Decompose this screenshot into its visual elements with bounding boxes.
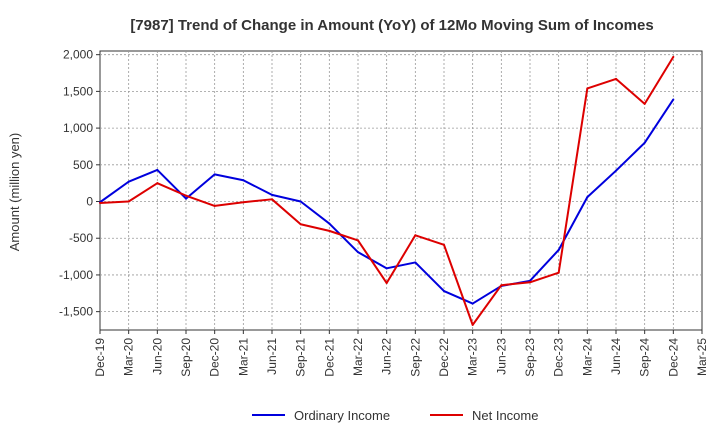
data-point bbox=[299, 223, 302, 226]
data-point bbox=[127, 180, 130, 183]
data-point bbox=[242, 201, 245, 204]
data-point bbox=[127, 200, 130, 203]
y-tick-label: -1,000 bbox=[59, 268, 93, 282]
data-point bbox=[299, 200, 302, 203]
data-point bbox=[471, 302, 474, 305]
y-tick-label: 1,000 bbox=[63, 121, 93, 135]
data-point bbox=[615, 77, 617, 80]
x-tick-label: Dec-22 bbox=[437, 338, 451, 377]
data-point bbox=[414, 234, 417, 237]
x-tick-label: Mar-21 bbox=[236, 338, 250, 376]
x-tick-label: Dec-21 bbox=[322, 338, 336, 377]
data-point bbox=[271, 193, 273, 196]
x-tick-label: Mar-20 bbox=[122, 338, 136, 376]
x-tick-label: Sep-24 bbox=[638, 338, 652, 377]
legend-label: Ordinary Income bbox=[294, 408, 390, 423]
x-tick-label: Mar-25 bbox=[695, 338, 709, 376]
data-point bbox=[500, 284, 503, 287]
data-point bbox=[385, 267, 388, 270]
x-tick-label: Jun-20 bbox=[150, 338, 164, 375]
data-point bbox=[156, 168, 159, 171]
data-point bbox=[328, 222, 331, 225]
data-point bbox=[615, 169, 617, 172]
x-tick-label: Mar-22 bbox=[351, 338, 365, 376]
data-point bbox=[357, 239, 359, 242]
y-tick-label: 1,500 bbox=[63, 84, 93, 98]
series-net-income bbox=[99, 55, 675, 326]
data-point bbox=[99, 201, 101, 204]
x-axis: Dec-19 Mar-20 Jun-20 Sep-20 Dec-20 Mar-21 Jun-… bbox=[93, 330, 709, 377]
y-tick-label: 0 bbox=[86, 195, 93, 209]
chart-title: [7987] Trend of Change in Amount (YoY) o… bbox=[130, 17, 653, 34]
data-point bbox=[586, 196, 589, 199]
x-tick-label: Dec-20 bbox=[208, 338, 222, 377]
x-tick-label: Dec-19 bbox=[93, 338, 107, 377]
data-point bbox=[185, 194, 187, 197]
x-tick-label: Mar-24 bbox=[580, 338, 594, 376]
legend: Ordinary Income Net Income bbox=[252, 408, 538, 423]
data-point bbox=[385, 282, 388, 285]
data-point bbox=[672, 55, 675, 58]
data-point bbox=[185, 197, 187, 200]
data-point bbox=[557, 271, 560, 274]
x-tick-label: Mar-23 bbox=[466, 338, 480, 376]
data-point bbox=[443, 290, 445, 293]
data-point bbox=[242, 179, 245, 182]
x-tick-label: Dec-23 bbox=[552, 338, 566, 377]
plot-frame bbox=[99, 50, 703, 331]
y-tick-label: -500 bbox=[69, 231, 93, 245]
data-point bbox=[586, 87, 589, 90]
data-point bbox=[672, 98, 675, 101]
data-point bbox=[643, 141, 646, 144]
data-point bbox=[213, 173, 216, 176]
data-point bbox=[471, 323, 474, 326]
y-tick-label: 2,000 bbox=[63, 48, 93, 62]
x-tick-label: Sep-21 bbox=[294, 338, 308, 377]
data-point bbox=[643, 102, 646, 105]
data-point bbox=[414, 261, 417, 264]
plot-area bbox=[99, 50, 703, 331]
data-point bbox=[529, 281, 531, 284]
x-tick-label: Jun-22 bbox=[380, 338, 394, 375]
x-tick-label: Jun-23 bbox=[494, 338, 508, 375]
x-tick-label: Dec-24 bbox=[666, 338, 680, 377]
x-tick-label: Jun-21 bbox=[265, 338, 279, 375]
y-axis: 2,000 1,500 1,000 500 0 -500 -1,000 -1,500 bbox=[59, 48, 100, 319]
series-group bbox=[99, 55, 675, 326]
data-point bbox=[156, 182, 159, 185]
grid-lines bbox=[100, 51, 702, 330]
x-tick-label: Sep-23 bbox=[523, 338, 537, 377]
x-tick-label: Jun-24 bbox=[609, 338, 623, 375]
x-tick-label: Sep-22 bbox=[408, 338, 422, 377]
data-point bbox=[443, 243, 445, 246]
y-axis-label: Amount (million yen) bbox=[7, 133, 22, 252]
data-point bbox=[328, 229, 331, 232]
y-tick-label: -1,500 bbox=[59, 305, 93, 319]
data-point bbox=[557, 248, 560, 251]
y-tick-label: 500 bbox=[73, 158, 93, 172]
x-tick-label: Sep-20 bbox=[179, 338, 193, 377]
data-point bbox=[213, 204, 216, 207]
data-point bbox=[271, 198, 273, 201]
legend-label: Net Income bbox=[472, 408, 538, 423]
data-point bbox=[357, 251, 359, 254]
